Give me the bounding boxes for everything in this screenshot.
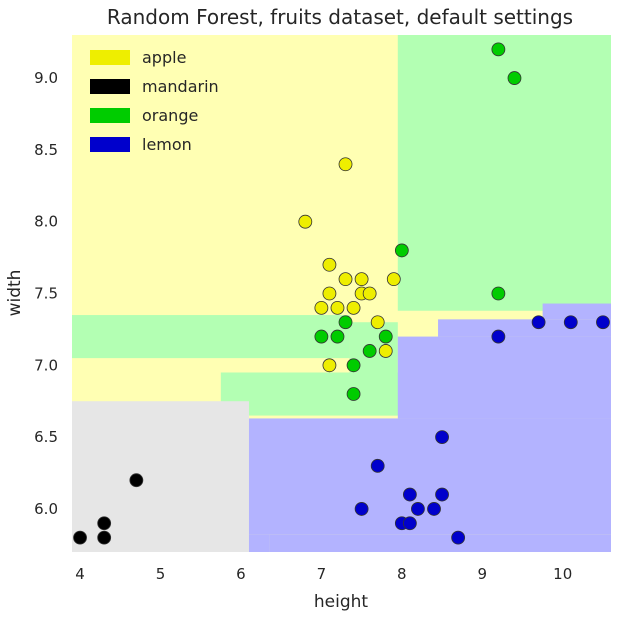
legend-label-apple: apple: [142, 48, 186, 67]
x-tick-label-3: 7: [317, 565, 327, 583]
y-tick-label-0: 6.0: [34, 500, 58, 518]
region-orange-1: [397, 35, 611, 311]
y-tick-label-3: 7.5: [34, 285, 58, 303]
y-tick-label-1: 6.5: [34, 428, 58, 446]
point-apple-9: [314, 300, 329, 315]
point-lemon-10: [427, 502, 441, 516]
region-lemon-10: [397, 336, 611, 419]
point-apple-8: [386, 272, 401, 287]
region-lemon-8: [248, 534, 270, 552]
y-axis-label: width: [5, 270, 25, 317]
point-apple-11: [346, 300, 361, 315]
point-orange-3: [491, 286, 506, 301]
point-lemon-0: [531, 315, 546, 330]
x-tick-label-4: 8: [397, 565, 407, 583]
point-orange-1: [507, 71, 522, 85]
point-mandarin-0: [73, 530, 87, 545]
legend-swatch-mandarin: [90, 79, 130, 94]
point-mandarin-2: [97, 530, 112, 545]
point-lemon-1: [563, 315, 578, 330]
y-tick-label-5: 8.5: [34, 141, 58, 159]
point-lemon-12: [402, 516, 417, 531]
point-lemon-8: [354, 502, 369, 516]
point-apple-3: [322, 286, 337, 301]
region-lemon-12: [542, 303, 611, 320]
point-apple-14: [322, 358, 337, 373]
point-orange-4: [338, 315, 353, 330]
legend: apple mandarin orange lemon: [90, 48, 219, 154]
point-lemon-4: [435, 430, 449, 445]
point-orange-8: [362, 344, 377, 358]
point-mandarin-1: [97, 516, 112, 531]
point-orange-9: [346, 358, 361, 373]
region-lemon-11: [438, 319, 611, 337]
x-tick-label-2: 6: [236, 565, 246, 583]
point-apple-1: [298, 214, 313, 229]
x-tick-label-5: 9: [478, 565, 488, 583]
data-points: [73, 42, 610, 545]
point-apple-12: [370, 315, 385, 330]
legend-label-orange: orange: [142, 106, 198, 125]
region-lemon-7: [248, 418, 611, 535]
point-apple-7: [362, 286, 377, 301]
x-axis-label: height: [314, 592, 369, 612]
point-lemon-2: [596, 315, 610, 330]
point-apple-0: [338, 157, 353, 172]
y-tick-label-6: 9.0: [34, 69, 58, 87]
point-lemon-5: [370, 458, 385, 473]
point-lemon-7: [435, 487, 449, 502]
legend-swatch-apple: [90, 50, 130, 65]
legend-label-mandarin: mandarin: [142, 77, 219, 96]
point-apple-2: [322, 257, 337, 272]
chart-title: Random Forest, fruits dataset, default s…: [107, 5, 573, 29]
legend-label-lemon: lemon: [142, 135, 192, 154]
point-orange-7: [378, 329, 393, 344]
x-tick-label-1: 5: [156, 565, 166, 583]
y-tick-label-4: 8.0: [34, 213, 58, 231]
point-mandarin-3: [129, 473, 144, 488]
point-lemon-9: [411, 502, 425, 516]
point-apple-5: [354, 272, 369, 287]
legend-swatch-lemon: [90, 137, 130, 152]
point-orange-5: [314, 329, 329, 344]
point-lemon-6: [402, 487, 417, 502]
point-lemon-3: [491, 329, 506, 344]
point-apple-10: [330, 300, 345, 315]
point-orange-2: [394, 243, 409, 258]
point-orange-6: [330, 329, 345, 344]
legend-swatch-orange: [90, 108, 130, 123]
point-lemon-13: [451, 530, 466, 545]
x-axis-ticks: 4 5 6 7 8 9 10: [75, 565, 572, 583]
point-apple-4: [338, 272, 353, 287]
y-axis-ticks: 6.0 6.5 7.0 7.5 8.0 8.5 9.0: [34, 69, 58, 518]
plot-area: [72, 35, 611, 552]
region-mandarin-5: [72, 401, 249, 552]
region-orange-2: [72, 315, 350, 359]
x-tick-label-0: 4: [75, 565, 85, 583]
y-tick-label-2: 7.0: [34, 356, 58, 374]
region-lemon-9: [269, 534, 611, 552]
point-orange-10: [346, 387, 361, 401]
x-tick-label-6: 10: [553, 565, 572, 583]
point-orange-0: [491, 42, 506, 57]
point-apple-13: [378, 344, 393, 358]
